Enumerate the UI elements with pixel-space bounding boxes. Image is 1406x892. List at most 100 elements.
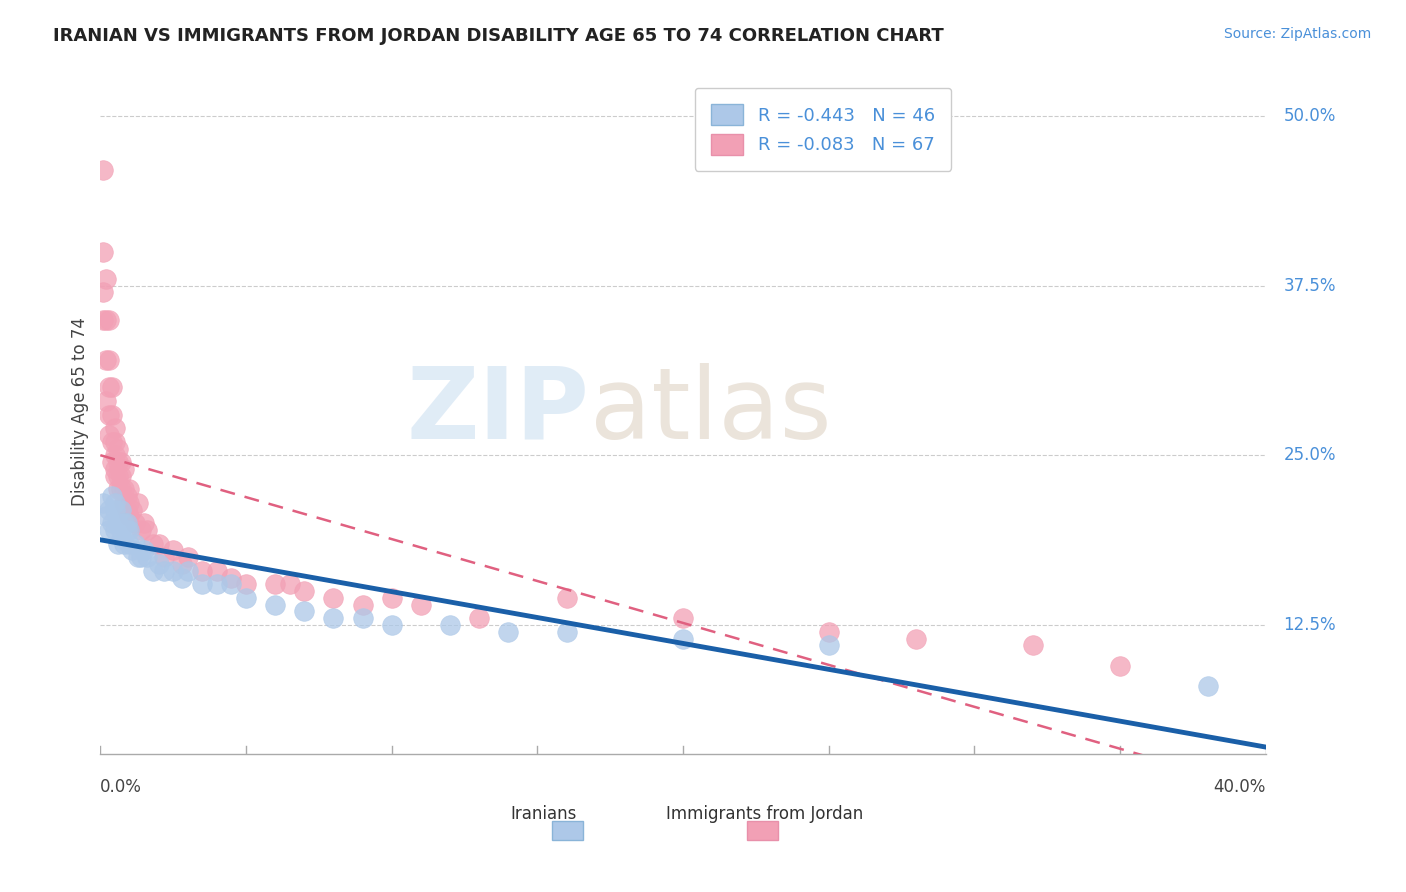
Point	[468, 611, 491, 625]
Point	[672, 611, 695, 625]
Point	[112, 536, 135, 550]
Point	[555, 591, 578, 605]
Point	[205, 577, 228, 591]
Point	[104, 462, 127, 476]
Point	[98, 408, 121, 422]
Point	[118, 483, 141, 497]
Point	[104, 434, 127, 449]
Point	[96, 509, 118, 524]
Point	[905, 632, 928, 646]
Point	[191, 564, 214, 578]
Text: Immigrants from Jordan: Immigrants from Jordan	[666, 805, 863, 823]
Point	[124, 536, 146, 550]
Point	[104, 421, 127, 435]
Point	[381, 618, 404, 632]
Text: 40.0%: 40.0%	[1213, 778, 1265, 796]
Text: 12.5%: 12.5%	[1284, 616, 1336, 634]
Point	[496, 624, 519, 639]
Point	[170, 570, 193, 584]
Point	[381, 591, 404, 605]
Point	[115, 523, 138, 537]
Point	[98, 380, 121, 394]
Point	[177, 564, 200, 578]
Point	[170, 557, 193, 571]
Point	[264, 577, 287, 591]
Point	[91, 496, 114, 510]
Point	[817, 624, 839, 639]
Point	[264, 598, 287, 612]
Point	[1021, 639, 1043, 653]
Legend: R = -0.443   N = 46, R = -0.083   N = 67: R = -0.443 N = 46, R = -0.083 N = 67	[695, 87, 952, 171]
Point	[191, 577, 214, 591]
Point	[101, 489, 124, 503]
Point	[104, 448, 127, 462]
Point	[98, 353, 121, 368]
Point	[91, 312, 114, 326]
Point	[107, 455, 129, 469]
Point	[136, 523, 159, 537]
Point	[115, 516, 138, 531]
Point	[322, 611, 344, 625]
Text: atlas: atlas	[591, 363, 831, 459]
Point	[118, 496, 141, 510]
Point	[98, 428, 121, 442]
Text: 25.0%: 25.0%	[1284, 446, 1336, 465]
Point	[148, 536, 170, 550]
Point	[104, 502, 127, 516]
Point	[162, 564, 184, 578]
Point	[107, 516, 129, 531]
Point	[124, 516, 146, 531]
Point	[96, 312, 118, 326]
Point	[91, 244, 114, 259]
Point	[96, 272, 118, 286]
Point	[121, 502, 143, 516]
Point	[817, 639, 839, 653]
Point	[91, 163, 114, 178]
Point	[1197, 679, 1219, 693]
Point	[101, 455, 124, 469]
Point	[96, 353, 118, 368]
Point	[127, 550, 149, 565]
Point	[153, 550, 176, 565]
Point	[107, 483, 129, 497]
Point	[110, 468, 132, 483]
Point	[672, 632, 695, 646]
Text: ZIP: ZIP	[406, 363, 591, 459]
Point	[107, 442, 129, 456]
Text: Source: ZipAtlas.com: Source: ZipAtlas.com	[1223, 27, 1371, 41]
Point	[98, 312, 121, 326]
Point	[153, 564, 176, 578]
Point	[98, 502, 121, 516]
Point	[177, 550, 200, 565]
Point	[221, 577, 243, 591]
Point	[110, 483, 132, 497]
Point	[221, 570, 243, 584]
Point	[91, 285, 114, 300]
Point	[115, 502, 138, 516]
Point	[110, 523, 132, 537]
Point	[107, 468, 129, 483]
Point	[112, 516, 135, 531]
Point	[409, 598, 432, 612]
Text: IRANIAN VS IMMIGRANTS FROM JORDAN DISABILITY AGE 65 TO 74 CORRELATION CHART: IRANIAN VS IMMIGRANTS FROM JORDAN DISABI…	[53, 27, 945, 45]
Point	[96, 394, 118, 409]
Point	[292, 604, 315, 618]
Point	[107, 536, 129, 550]
Point	[132, 543, 155, 558]
Text: Iranians: Iranians	[510, 805, 576, 823]
Point	[352, 598, 374, 612]
Point	[118, 509, 141, 524]
Point	[205, 564, 228, 578]
Point	[142, 536, 165, 550]
Point	[104, 523, 127, 537]
Text: 0.0%: 0.0%	[100, 778, 142, 796]
Point	[162, 543, 184, 558]
Point	[104, 496, 127, 510]
Point	[439, 618, 461, 632]
Point	[129, 523, 152, 537]
Point	[322, 591, 344, 605]
Point	[98, 523, 121, 537]
Point	[278, 577, 301, 591]
Point	[115, 489, 138, 503]
Point	[292, 584, 315, 599]
